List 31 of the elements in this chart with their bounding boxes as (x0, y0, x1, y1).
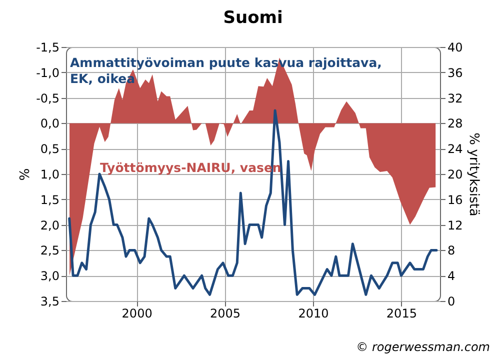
y-tick-label: 2,0 (40, 218, 60, 232)
y2-tick-label: 28 (448, 116, 463, 131)
line-series (68, 109, 438, 296)
x-tick-label: 2000 (122, 306, 152, 320)
y2-tick-label: 12 (448, 218, 463, 232)
chart-title: Suomi (223, 8, 283, 28)
y2-tick-label: 8 (448, 244, 456, 258)
y2-tick-label: 36 (448, 66, 463, 80)
y-tick-label: 1,5 (40, 192, 60, 207)
y2-tick-label: 16 (448, 192, 463, 207)
y-tick-label: 3,0 (40, 269, 60, 284)
y-tick-label: 2,5 (40, 244, 60, 258)
text: © rogerwessman.com (356, 340, 490, 354)
y-tick-label: 0,0 (40, 116, 60, 131)
y2-axis-title: % yrityksistä (466, 132, 481, 216)
x-tick-label: 2005 (210, 306, 241, 320)
y-tick-label: -1,5 (36, 40, 60, 54)
y-tick-label: -0,5 (36, 91, 60, 106)
x-tick-label: 2010 (298, 306, 329, 320)
y2-tick-label: 20 (448, 168, 463, 182)
y2-tick-label: 40 (448, 40, 463, 54)
y2-tick-label: 0 (448, 294, 456, 308)
x-tick-label: 2015 (386, 306, 417, 320)
y2-tick-label: 24 (448, 142, 463, 156)
y-tick-label: 1,0 (40, 168, 60, 182)
y2-tick-label: 32 (448, 91, 463, 106)
y-tick-label: 0,5 (40, 142, 60, 156)
y-axis-title: % (18, 168, 34, 181)
y-tick-label: 3,5 (40, 294, 60, 308)
y2-tick-label: 4 (448, 269, 456, 284)
y-tick-label: -1,0 (36, 66, 60, 80)
